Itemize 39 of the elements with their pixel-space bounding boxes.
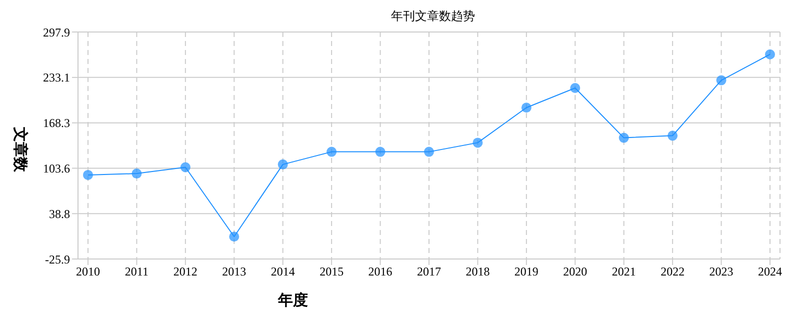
point — [326, 146, 337, 157]
x-tick-label: 2010 — [76, 264, 100, 279]
y-tick-label: 297.9 — [43, 25, 70, 40]
y-tick-label: -25.9 — [45, 252, 70, 266]
x-tick-label: 2019 — [514, 264, 538, 279]
point — [424, 146, 434, 157]
x-axis-title: 年度 — [278, 291, 308, 310]
y-tick-label: 168.3 — [43, 116, 70, 130]
point — [521, 102, 532, 113]
chart-title: 年刊文章数趋势 — [390, 8, 476, 25]
point — [668, 130, 678, 141]
point — [180, 162, 190, 172]
point — [375, 146, 386, 157]
x-tick-label: 2020 — [563, 264, 588, 279]
x-tick-label: 2016 — [368, 264, 392, 279]
x-tick-label: 2021 — [612, 264, 636, 279]
x-tick-label: 2023 — [709, 264, 734, 279]
y-tick-label: 103.6 — [43, 161, 70, 176]
point — [83, 170, 93, 180]
x-tick-label: 2018 — [466, 264, 490, 279]
point — [278, 159, 288, 170]
point — [570, 83, 580, 94]
y-axis-title: 文章数 — [10, 126, 30, 174]
x-tick-label: 2014 — [270, 264, 295, 279]
x-tick-label: 2013 — [222, 264, 246, 279]
point — [765, 49, 775, 60]
point — [229, 232, 240, 242]
y-tick-label: 233.1 — [43, 70, 70, 85]
point — [132, 168, 142, 179]
x-tick-label: 2024 — [758, 264, 782, 279]
x-tick-label: 2022 — [660, 264, 685, 279]
point — [472, 138, 483, 148]
y-tick-label: 38.8 — [49, 206, 70, 221]
x-tick-label: 2017 — [417, 264, 441, 279]
x-tick-label: 2012 — [173, 264, 198, 279]
point — [716, 75, 726, 86]
x-tick-label: 2011 — [124, 264, 148, 279]
x-tick-label: 2015 — [320, 264, 344, 279]
point — [618, 132, 629, 143]
